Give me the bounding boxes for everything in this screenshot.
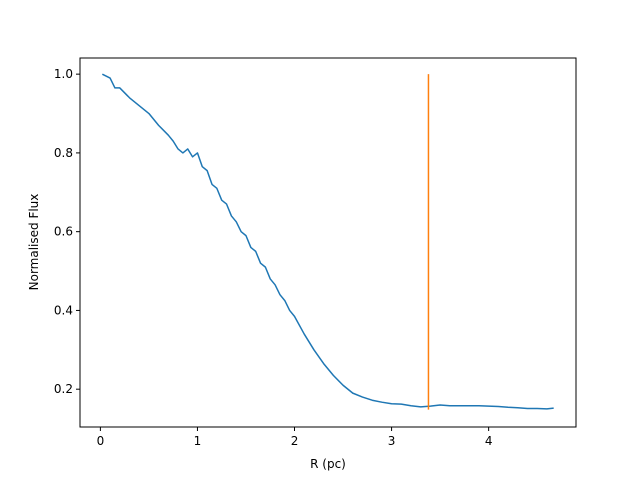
x-tick-label: 0 — [97, 434, 105, 448]
y-tick-label: 0.8 — [54, 146, 73, 160]
y-tick-label: 0.2 — [54, 382, 73, 396]
x-tick-label: 4 — [485, 434, 493, 448]
x-axis-label: R (pc) — [310, 457, 346, 471]
plot-frame — [79, 57, 577, 428]
y-axis-label: Normalised Flux — [27, 194, 41, 291]
data-line — [101, 73, 554, 410]
y-tick-label: 0.6 — [54, 225, 73, 239]
y-tick-label: 1.0 — [54, 67, 73, 81]
x-tick-label: 1 — [194, 434, 202, 448]
x-tick-label: 2 — [291, 434, 299, 448]
y-tick-label: 0.4 — [54, 303, 73, 317]
x-tick-label: 3 — [388, 434, 396, 448]
